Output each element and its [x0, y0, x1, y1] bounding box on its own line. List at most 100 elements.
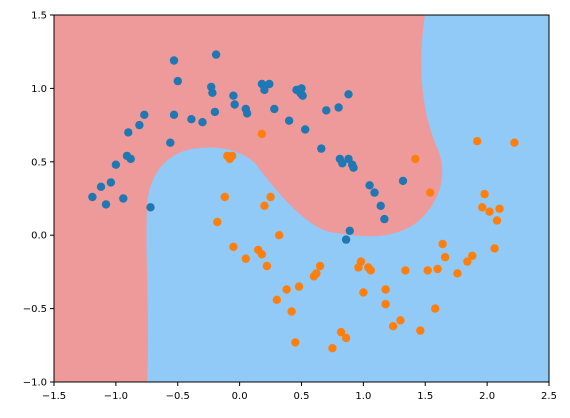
y-tick-label: 0.5 [31, 157, 47, 168]
point-series-0 [210, 107, 220, 117]
point-series-0 [322, 106, 331, 115]
point-series-0 [124, 128, 133, 137]
y-tick-label: −1.0 [23, 378, 47, 389]
point-series-0 [173, 76, 182, 86]
point-series-1 [401, 266, 410, 275]
points-layer [88, 50, 519, 353]
decision-region-class-0 [54, 15, 443, 382]
point-series-0 [349, 163, 358, 172]
point-series-0 [265, 79, 274, 89]
point-series-0 [146, 203, 155, 212]
point-series-0 [135, 120, 144, 130]
point-series-0 [344, 90, 353, 99]
point-series-1 [423, 266, 432, 275]
point-series-1 [359, 288, 368, 297]
point-series-0 [187, 115, 196, 124]
point-series-1 [294, 282, 304, 291]
x-tick-label: 0.0 [232, 391, 248, 402]
point-series-0 [230, 100, 239, 109]
point-series-1 [468, 251, 477, 260]
x-tick-label: 1.5 [417, 391, 433, 402]
point-series-1 [478, 203, 487, 212]
point-series-0 [198, 118, 207, 127]
point-series-1 [241, 254, 250, 263]
point-series-0 [338, 159, 347, 168]
point-series-1 [510, 138, 519, 147]
x-tick-label: 1.0 [355, 391, 371, 402]
point-series-1 [257, 250, 267, 259]
point-series-1 [262, 261, 272, 271]
point-series-1 [453, 269, 462, 278]
point-series-1 [213, 217, 222, 227]
x-tick-label: −1.0 [104, 391, 128, 402]
x-tick-label: 0.5 [294, 391, 310, 402]
point-series-0 [88, 192, 97, 202]
point-series-1 [266, 192, 275, 202]
point-series-1 [381, 285, 390, 294]
point-series-0 [166, 138, 175, 147]
point-series-0 [345, 226, 354, 235]
point-series-0 [334, 103, 343, 112]
y-tick-label: 1.0 [31, 84, 47, 95]
point-series-1 [228, 151, 237, 161]
point-series-1 [495, 204, 504, 213]
point-series-1 [433, 264, 442, 274]
point-series-0 [301, 125, 310, 134]
point-series-1 [328, 344, 337, 353]
x-axis: −1.5 −1.0 −0.5 0.0 0.5 1.0 1.5 2.0 2.5 [42, 382, 557, 402]
point-series-1 [396, 316, 405, 325]
y-tick-label: 1.5 [31, 11, 47, 22]
point-series-0 [317, 144, 326, 153]
point-series-0 [140, 110, 149, 120]
point-series-0 [270, 104, 279, 114]
point-series-0 [260, 85, 269, 95]
point-series-0 [101, 200, 111, 209]
point-series-0 [398, 176, 408, 186]
point-series-0 [169, 56, 179, 65]
x-tick-label: −0.5 [166, 391, 190, 402]
point-series-1 [291, 338, 300, 347]
point-series-1 [260, 201, 269, 210]
point-series-0 [380, 214, 389, 224]
point-series-0 [96, 182, 106, 191]
y-tick-label: 0.0 [31, 231, 47, 242]
point-series-0 [119, 194, 128, 203]
point-series-1 [341, 333, 351, 343]
point-series-1 [381, 300, 390, 309]
point-series-1 [431, 304, 440, 313]
point-series-1 [336, 327, 346, 337]
point-series-1 [287, 307, 296, 316]
point-series-1 [366, 266, 375, 275]
point-series-1 [485, 207, 494, 216]
point-series-1 [411, 154, 420, 164]
y-axis: −1.0 −0.5 0.0 0.5 1.0 1.5 [23, 11, 54, 389]
point-series-1 [275, 231, 284, 240]
point-series-1 [490, 244, 499, 253]
x-tick-label: 2.5 [541, 391, 557, 402]
point-series-1 [220, 192, 229, 202]
point-series-0 [297, 84, 306, 93]
point-series-1 [473, 137, 482, 146]
point-series-0 [229, 91, 238, 100]
point-series-0 [211, 50, 221, 59]
point-series-1 [229, 242, 238, 252]
point-series-0 [370, 188, 379, 197]
point-series-1 [426, 188, 435, 197]
x-tick-label: 2.0 [479, 391, 495, 402]
point-series-1 [312, 269, 321, 278]
point-series-1 [416, 326, 425, 335]
point-series-1 [388, 322, 398, 331]
point-series-0 [298, 91, 307, 100]
point-series-1 [315, 261, 325, 271]
point-series-1 [438, 239, 447, 249]
point-series-1 [492, 216, 502, 225]
point-series-0 [126, 154, 135, 164]
point-series-1 [356, 257, 366, 266]
point-series-0 [365, 181, 374, 190]
point-series-1 [463, 257, 472, 266]
point-series-0 [376, 201, 385, 210]
point-series-0 [284, 116, 294, 125]
point-series-1 [282, 285, 291, 294]
point-series-0 [208, 88, 217, 98]
point-series-0 [242, 109, 252, 118]
